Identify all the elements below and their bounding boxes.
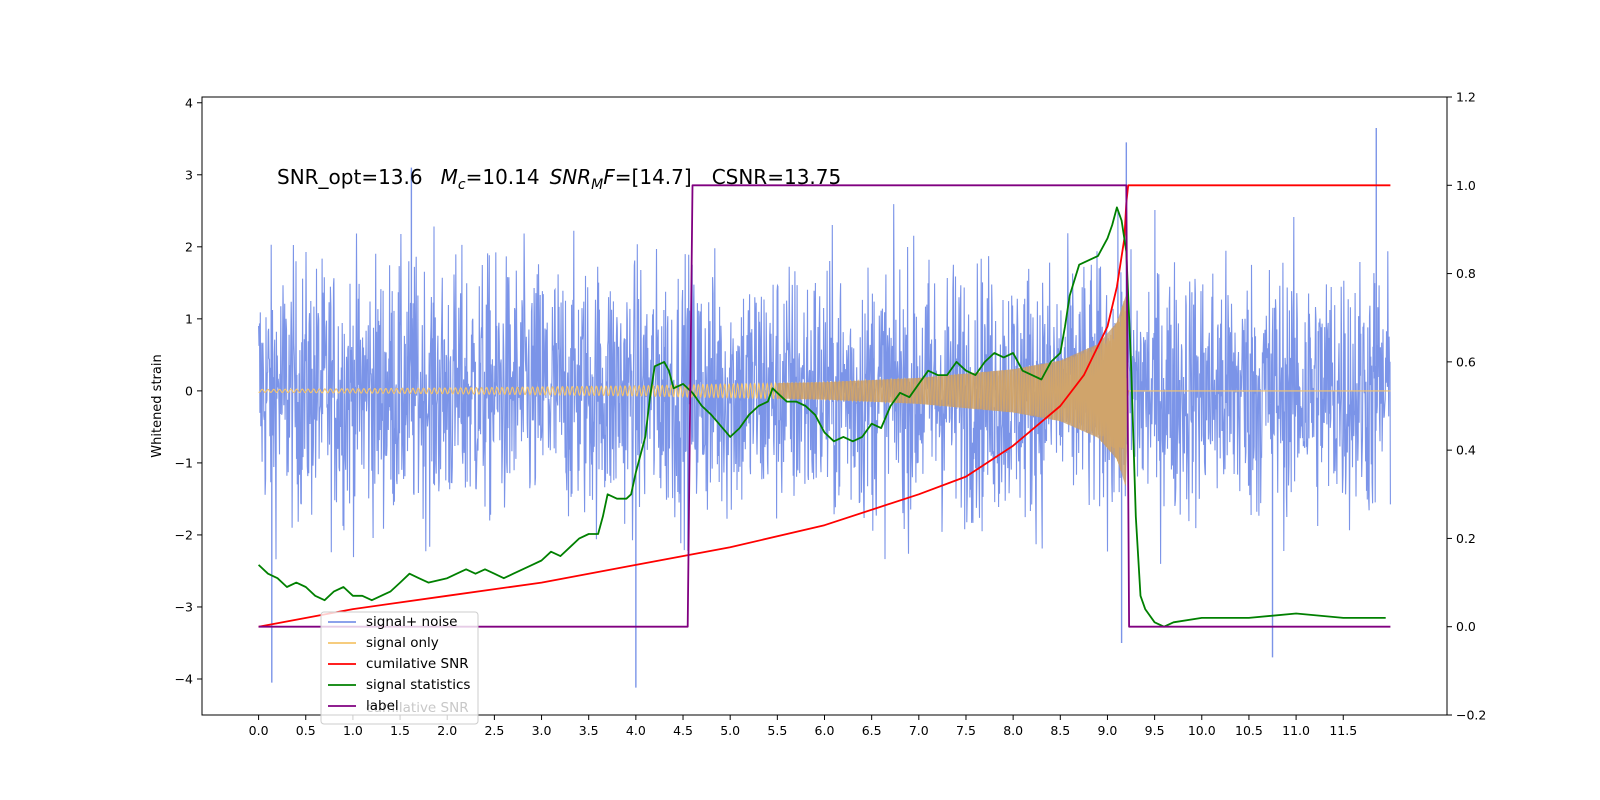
x-tick-label: 8.0 bbox=[1003, 723, 1023, 738]
x-tick-label: 3.5 bbox=[579, 723, 599, 738]
label-line bbox=[258, 184, 1391, 628]
x-tick-label: 7.5 bbox=[956, 723, 976, 738]
legend-label: cumilative SNR bbox=[366, 656, 469, 672]
signal-only-series bbox=[258, 295, 1391, 487]
x-tick-label: 0.0 bbox=[249, 723, 269, 738]
x-tick-label: 10.5 bbox=[1235, 723, 1263, 738]
y2-tick-label: 1.0 bbox=[1456, 178, 1476, 193]
y2-tick-label: 0.6 bbox=[1456, 354, 1476, 369]
signal-statistics-line bbox=[257, 206, 1386, 628]
annotation-mc-symbol: M bbox=[441, 165, 458, 189]
y-axis-label: Whitened strain bbox=[150, 354, 165, 457]
y-tick-label: 1 bbox=[185, 311, 193, 326]
annotation-text: SNR_opt=13.6 Mc=10.14 SNRMF=[14.7] CSNR=13.… bbox=[277, 165, 841, 193]
x-tick-label: 1.5 bbox=[390, 723, 410, 738]
legend-label: signal only bbox=[366, 635, 439, 651]
y-axis-left: 4 3 2 1 0 −1 −2 −3 −4 bbox=[175, 95, 202, 686]
annotation-snrmf-value: =[14.7] bbox=[615, 165, 692, 189]
legend-label: signal+ noise bbox=[366, 614, 457, 630]
y2-tick-label: −0.2 bbox=[1456, 708, 1486, 723]
plot-area bbox=[257, 127, 1391, 688]
legend-label: label bbox=[366, 698, 399, 714]
annotation-mc-value: =10.14 bbox=[466, 165, 540, 189]
annotation-csnr: CSNR=13.75 bbox=[712, 165, 842, 189]
x-tick-label: 3.0 bbox=[532, 723, 552, 738]
legend-entries: signal+ noise signal only cumilative SNR si… bbox=[328, 614, 470, 714]
x-tick-label: 2.5 bbox=[484, 723, 504, 738]
y2-tick-label: 0.4 bbox=[1456, 443, 1476, 458]
annotation-snr-opt: SNR_opt=13.6 bbox=[277, 165, 423, 189]
y-tick-label: −1 bbox=[175, 455, 193, 470]
x-tick-label: 9.0 bbox=[1098, 723, 1118, 738]
x-tick-label: 6.0 bbox=[815, 723, 835, 738]
y2-tick-label: 0.8 bbox=[1456, 266, 1476, 281]
x-tick-label: 10.0 bbox=[1188, 723, 1216, 738]
y2-tick-label: 0.2 bbox=[1456, 531, 1476, 546]
y-tick-label: 3 bbox=[185, 167, 193, 182]
x-tick-label: 8.5 bbox=[1050, 723, 1070, 738]
x-tick-label: 5.0 bbox=[720, 723, 740, 738]
x-tick-label: 1.0 bbox=[343, 723, 363, 738]
x-tick-label: 7.0 bbox=[909, 723, 929, 738]
x-tick-label: 11.5 bbox=[1329, 723, 1357, 738]
y-tick-label: −2 bbox=[175, 527, 193, 542]
line-series-group bbox=[257, 184, 1391, 628]
annotation-snrmf-sym2: F bbox=[603, 165, 615, 189]
annotation-mc-sub: c bbox=[458, 177, 466, 193]
y-tick-label: −3 bbox=[175, 599, 193, 614]
x-tick-label: 4.5 bbox=[673, 723, 693, 738]
x-tick-label: 0.5 bbox=[296, 723, 316, 738]
legend-overlapped-text: cumilative SNR bbox=[366, 700, 469, 716]
y2-tick-label: 0.0 bbox=[1456, 619, 1476, 634]
y2-tick-label: 1.2 bbox=[1456, 90, 1476, 105]
y-axis-right: 1.2 1.0 0.8 0.6 0.4 0.2 0.0 −0.2 bbox=[1447, 90, 1486, 723]
annotation-snrmf-sub: M bbox=[591, 177, 603, 193]
annotation-snrmf-symbol: SNR bbox=[550, 165, 592, 189]
cumilative-snr-line bbox=[258, 184, 1391, 628]
legend-box bbox=[320, 611, 479, 725]
y-tick-label: 0 bbox=[185, 383, 193, 398]
legend-label: signal statistics bbox=[366, 677, 470, 693]
x-tick-label: 4.0 bbox=[626, 723, 646, 738]
x-tick-label: 11.0 bbox=[1282, 723, 1310, 738]
legend: cumilative SNR signal+ noise signal only c… bbox=[320, 611, 479, 725]
y-tick-label: 4 bbox=[185, 95, 193, 110]
x-tick-label: 2.0 bbox=[437, 723, 457, 738]
y-tick-label: 2 bbox=[185, 239, 193, 254]
x-tick-label: 6.5 bbox=[862, 723, 882, 738]
x-tick-label: 5.5 bbox=[767, 723, 787, 738]
signal-only-envelope bbox=[777, 295, 1129, 487]
x-tick-label: 9.5 bbox=[1145, 723, 1165, 738]
y-tick-label: −4 bbox=[175, 671, 193, 686]
